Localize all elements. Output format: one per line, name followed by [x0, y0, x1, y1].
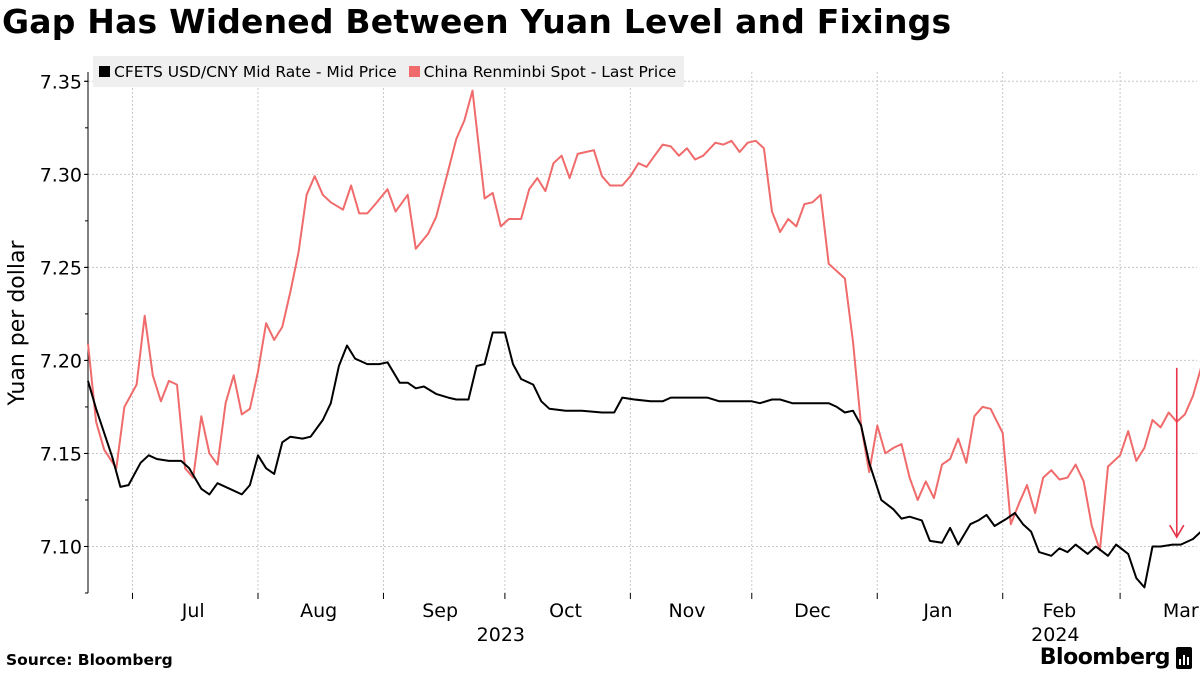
y-tick-label: 7.15	[40, 443, 82, 465]
x-tick-label: Nov	[668, 600, 705, 622]
x-tick-label: Feb	[1043, 600, 1077, 622]
x-tick-label: Sep	[422, 600, 458, 622]
series-line-mid-rate	[87, 331, 1200, 589]
y-axis-label: Yuan per dollar	[5, 240, 30, 407]
legend-label-mid: CFETS USD/CNY Mid Rate - Mid Price	[114, 62, 397, 81]
legend-item-mid: CFETS USD/CNY Mid Rate - Mid Price	[99, 63, 397, 81]
annotations	[1169, 367, 1185, 539]
series-line-spot	[87, 89, 1200, 552]
x-tick-label: Oct	[549, 600, 582, 622]
y-tick-label: 7.10	[40, 536, 82, 558]
grid-lines	[88, 72, 1197, 593]
x-year-label: 2024	[1031, 624, 1079, 646]
brand-logo: Bloomberg	[1040, 645, 1192, 670]
x-tick-label: Mar	[1163, 600, 1199, 622]
y-tick-label: 7.20	[40, 350, 82, 372]
source-note: Source: Bloomberg	[6, 651, 173, 669]
legend-label-spot: China Renminbi Spot - Last Price	[423, 62, 677, 81]
legend: CFETS USD/CNY Mid Rate - Mid Price China…	[93, 56, 685, 87]
x-tick-label: Jan	[922, 600, 952, 622]
y-tick-label: 7.35	[40, 71, 82, 93]
axes: 7.10 7.15 7.20 7.25 7.30 7.35 Jul Aug Sep Oct Nov D…	[40, 71, 1199, 646]
x-tick-label: Jul	[181, 600, 205, 622]
x-year-label: 2023	[477, 624, 525, 646]
legend-swatch-spot	[408, 66, 420, 77]
legend-swatch-mid	[99, 66, 110, 77]
chart-title: Gap Has Widened Between Yuan Level and F…	[2, 2, 952, 41]
series-lines	[87, 89, 1200, 589]
bloomberg-bars-icon	[1176, 646, 1192, 669]
legend-item-spot: China Renminbi Spot - Last Price	[408, 62, 677, 81]
x-tick-label: Aug	[300, 600, 337, 622]
y-tick-label: 7.30	[40, 164, 82, 186]
gap-arrow-head	[1169, 524, 1185, 539]
brand-text: Bloomberg	[1039, 645, 1171, 670]
y-tick-label: 7.25	[40, 257, 82, 279]
x-tick-label: Dec	[794, 600, 831, 622]
